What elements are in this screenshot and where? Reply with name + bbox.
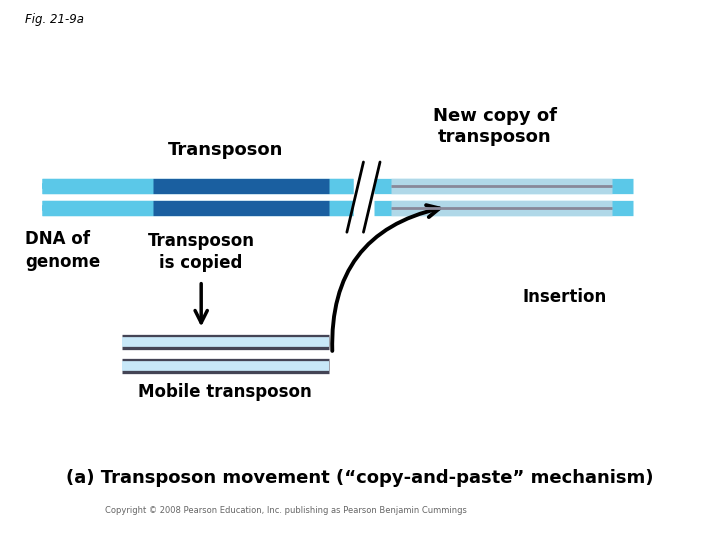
Text: Insertion: Insertion [522,288,606,306]
Text: Copyright © 2008 Pearson Education, Inc. publishing as Pearson Benjamin Cummings: Copyright © 2008 Pearson Education, Inc.… [104,506,467,515]
Text: Mobile transposon: Mobile transposon [138,383,312,401]
Text: (a) Transposon movement (“copy-and-paste” mechanism): (a) Transposon movement (“copy-and-paste… [66,469,654,487]
Text: Transposon
is copied: Transposon is copied [148,232,255,272]
Text: DNA of
genome: DNA of genome [25,230,100,271]
Text: Fig. 21-9a: Fig. 21-9a [25,14,84,26]
Text: Transposon: Transposon [168,141,283,159]
Text: New copy of
transposon: New copy of transposon [433,107,557,146]
